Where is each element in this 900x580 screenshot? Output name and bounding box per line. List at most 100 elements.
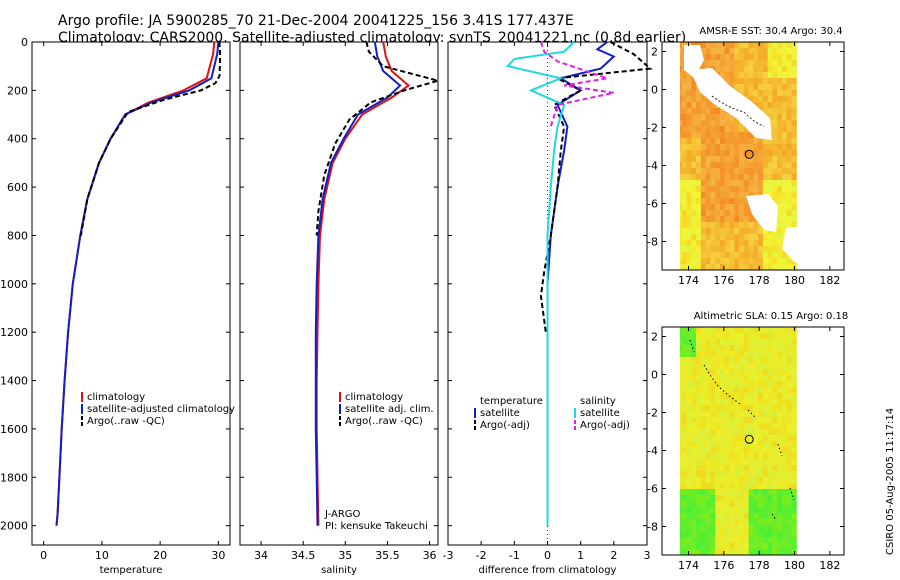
sst-map-cell (743, 78, 750, 85)
sla-map-cell (720, 429, 726, 436)
sla-map-cell (680, 429, 683, 436)
sla-map-cell (696, 519, 702, 526)
sst-map-cell (753, 180, 759, 187)
sst-map-cell (691, 240, 697, 247)
sst-map-cell (696, 204, 702, 211)
sla-map-cell (681, 477, 688, 484)
sla-map-cell (748, 363, 754, 370)
sst-map-cell (782, 204, 788, 211)
sla-map-cell (748, 423, 754, 430)
sst-map-cell (680, 192, 683, 199)
sla-map-cell (739, 417, 745, 424)
sla-map-cell (772, 411, 778, 418)
sst-map-cell (743, 144, 750, 151)
sla-map-cell (700, 339, 707, 346)
difference-legend-label: temperature (480, 396, 543, 407)
sst-map-cell (691, 156, 697, 163)
sla-map-cell (782, 351, 788, 358)
sla-map-cell (700, 543, 707, 550)
sla-map-cell (691, 339, 697, 346)
sst-map-cell (777, 72, 783, 79)
sst-map-cell (720, 186, 726, 193)
sla-map-cell (686, 417, 692, 424)
sla-map-cell (786, 543, 792, 550)
sst-map-cell (715, 132, 721, 139)
sst-map-cell (686, 162, 692, 169)
sst-map-cell (739, 258, 745, 265)
sla-map-cell (758, 357, 764, 364)
sla-map-cell (748, 405, 754, 412)
sla-map-cell (715, 513, 721, 520)
sst-map-cell (772, 174, 778, 181)
sla-map-cell (696, 489, 702, 496)
sla-map-cell (753, 477, 759, 484)
sla-map-cell (700, 549, 707, 555)
sst-map-cell (734, 66, 740, 73)
sla-map-cell (734, 507, 740, 514)
sst-map-cell (734, 72, 740, 79)
sla-map-cell (724, 471, 730, 478)
sla-map-cell (700, 507, 707, 514)
sla-map-cell (680, 369, 683, 376)
sst-map-cell (753, 60, 759, 67)
sla-map-cell (729, 501, 735, 508)
sst-map-cell (700, 234, 707, 241)
sst-map-cell (786, 108, 792, 115)
sst-map-cell (748, 228, 754, 235)
sst-map-cell (686, 198, 692, 205)
sla-map-cell (743, 381, 750, 388)
sst-map-cell (696, 90, 702, 97)
sst-map-cell (734, 120, 740, 127)
sst-map-cell (715, 156, 721, 163)
sst-map-cell (782, 174, 788, 181)
sst-map-cell (705, 48, 711, 55)
sla-map-cell (786, 363, 792, 370)
sst-map-cell (724, 186, 730, 193)
sla-map-cell (686, 363, 692, 370)
sla-map-cell (705, 513, 711, 520)
sla-map-cell (680, 537, 683, 544)
sst-map-cell (782, 120, 788, 127)
salinity-pi-annotation: J-ARGO (324, 509, 361, 520)
sla-map-cell (710, 417, 716, 424)
sst-map-cell (777, 108, 783, 115)
sla-map-cell (710, 465, 716, 472)
sst-map-cell (729, 150, 735, 157)
sla-map-cell (777, 387, 783, 394)
sla-map-cell (734, 489, 740, 496)
sla-map-cell (753, 537, 759, 544)
sst-map-cell (681, 198, 688, 205)
sst-map-cell (791, 132, 797, 139)
sst-map-cell (691, 102, 697, 109)
sst-map-cell (681, 192, 688, 199)
sst-map-cell (734, 228, 740, 235)
sla-map-cell (686, 519, 692, 526)
sla-map-cell (724, 345, 730, 352)
sla-map-cell (696, 531, 702, 538)
sla-map-cell (753, 465, 759, 472)
sst-map-cell (734, 60, 740, 67)
sst-map-cell (762, 234, 769, 241)
sst-map-cell (758, 246, 764, 253)
sst-map-cell (686, 90, 692, 97)
sla-map-cell (720, 351, 726, 358)
sla-map-xtick-label: 180 (784, 559, 805, 572)
sst-map-cell (753, 96, 759, 103)
sla-map-cell (686, 525, 692, 532)
sla-map-cell (681, 495, 688, 502)
sla-map-cell (753, 531, 759, 538)
sst-map-cell (782, 222, 788, 229)
sla-map-cell (720, 393, 726, 400)
sst-map-cell (734, 186, 740, 193)
sla-map-cell (691, 423, 697, 430)
sst-map-cell (705, 132, 711, 139)
sst-map-cell (743, 54, 750, 61)
sst-map-cell (710, 168, 716, 175)
sla-map-cell (777, 543, 783, 550)
sst-map-cell (715, 108, 721, 115)
sla-map-cell (680, 387, 683, 394)
sst-map-cell (772, 144, 778, 151)
sla-map-cell (700, 519, 707, 526)
sla-map-cell (786, 495, 792, 502)
sla-map-cell (739, 405, 745, 412)
